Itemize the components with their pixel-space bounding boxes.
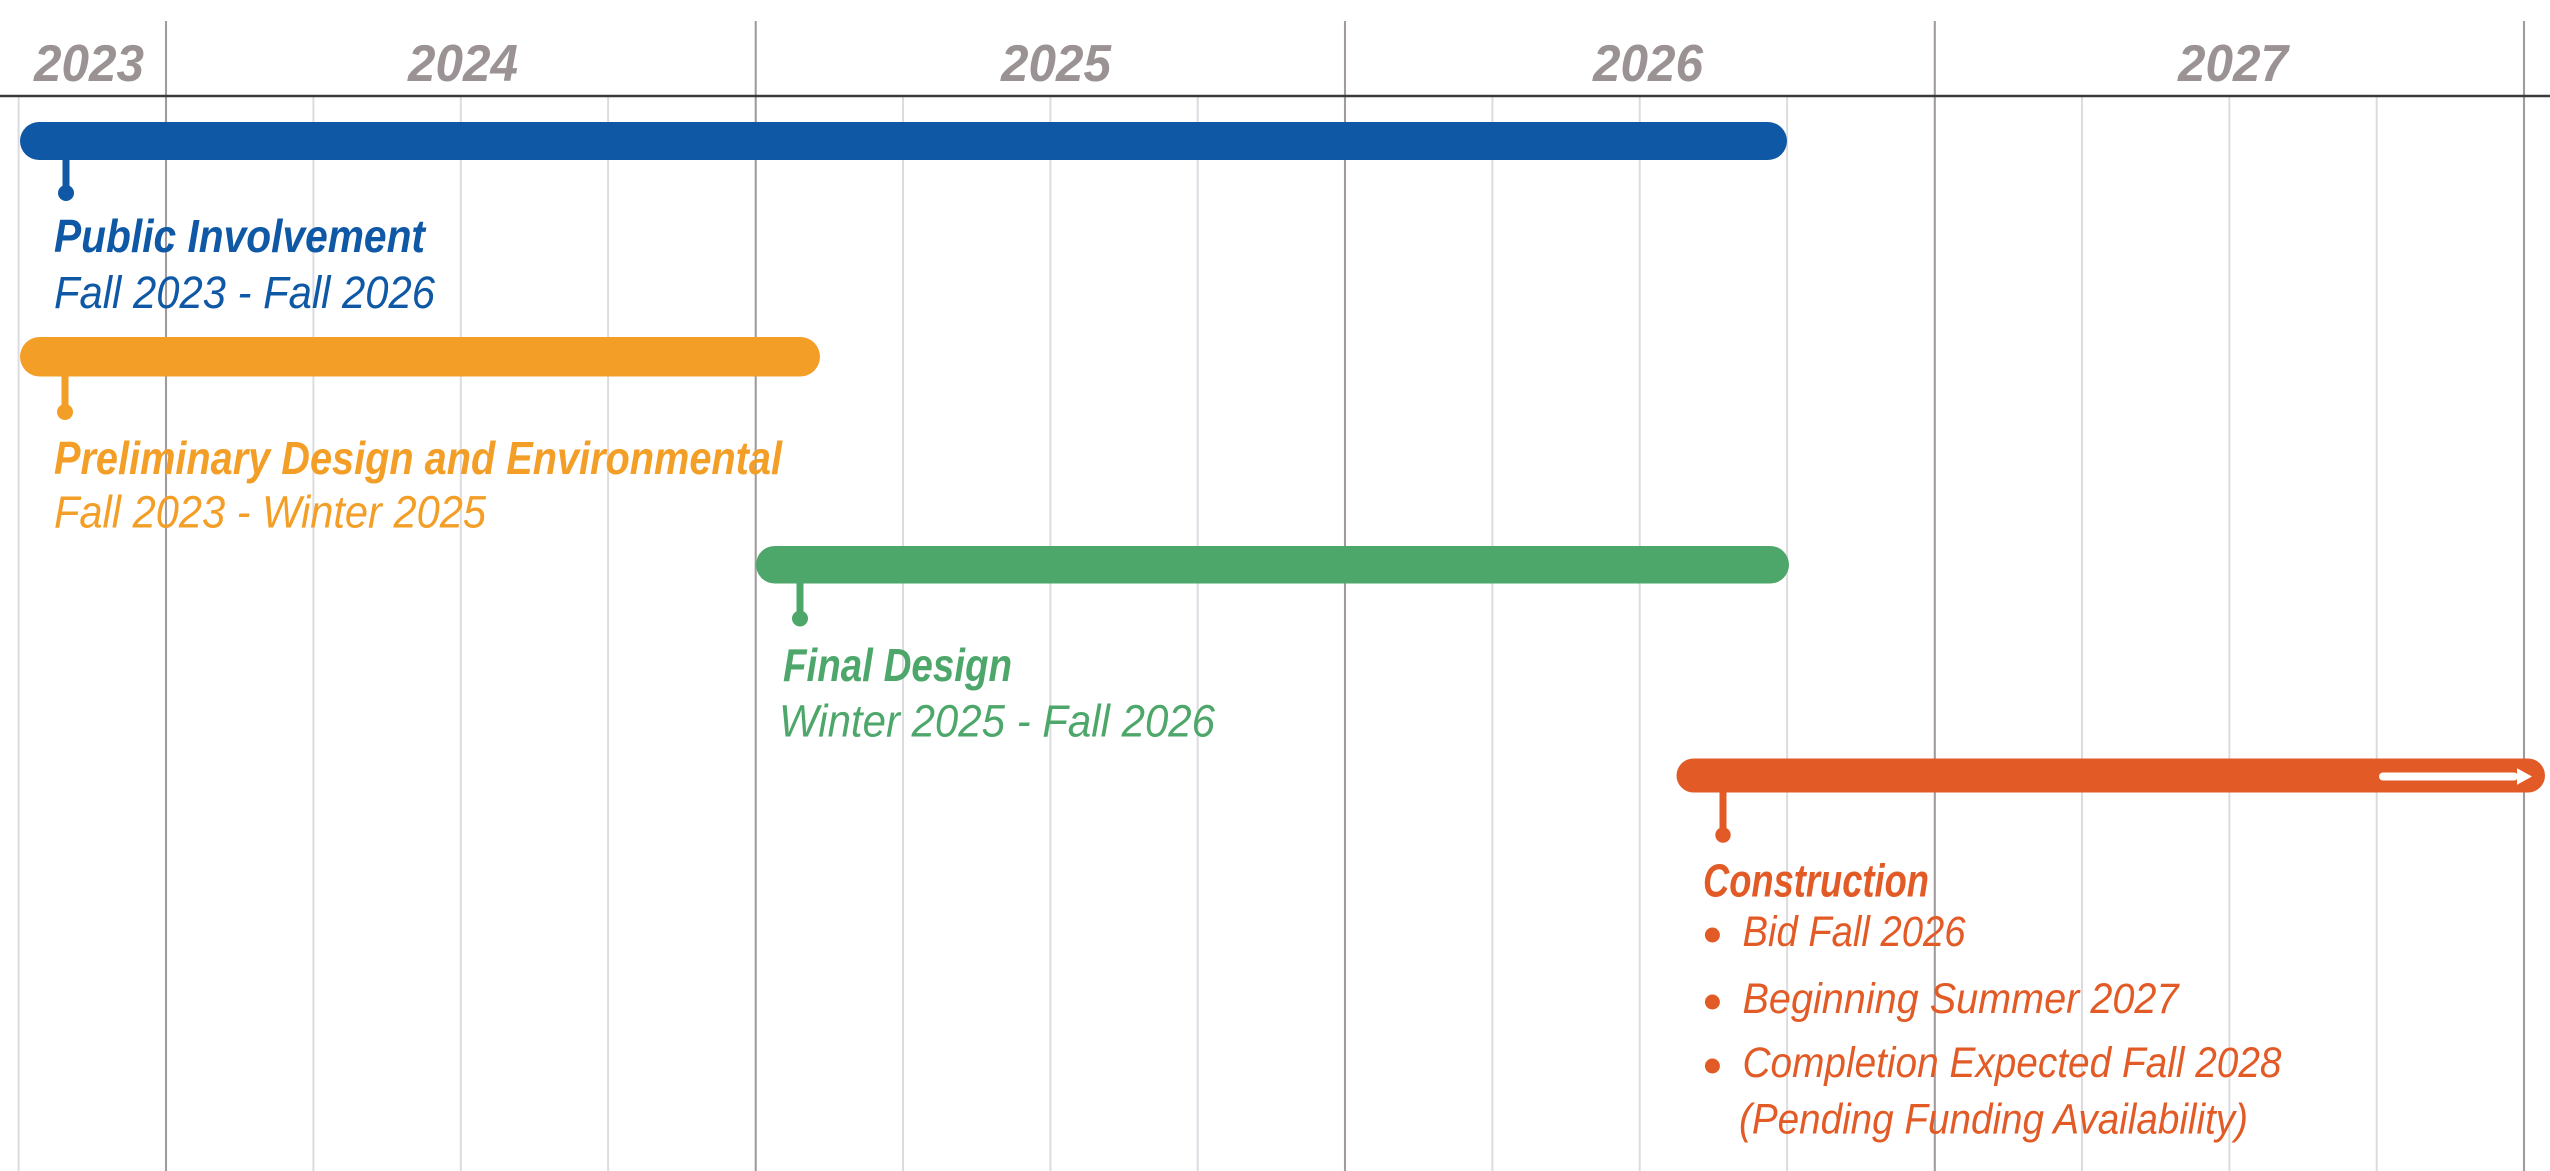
svg-text:Preliminary Design and Environ: Preliminary Design and Environmental xyxy=(54,432,783,484)
svg-text:2025: 2025 xyxy=(1000,35,1112,93)
svg-text:Public Involvement: Public Involvement xyxy=(54,210,426,262)
svg-text:Beginning Summer 2027: Beginning Summer 2027 xyxy=(1743,975,2181,1023)
svg-text:Winter 2025 - Fall 2026: Winter 2025 - Fall 2026 xyxy=(779,695,1216,746)
svg-text:Completion Expected Fall 2028: Completion Expected Fall 2028 xyxy=(1743,1039,2282,1087)
svg-text:Bid Fall 2026: Bid Fall 2026 xyxy=(1743,908,1966,956)
svg-text:2023: 2023 xyxy=(33,35,144,93)
svg-text:2024: 2024 xyxy=(407,35,518,93)
svg-text:Construction: Construction xyxy=(1703,855,1929,907)
svg-text:2027: 2027 xyxy=(2177,35,2290,93)
svg-text:(Pending Funding Availability): (Pending Funding Availability) xyxy=(1739,1096,2248,1144)
svg-text:Fall 2023 - Winter 2025: Fall 2023 - Winter 2025 xyxy=(54,487,487,538)
svg-text:2026: 2026 xyxy=(1592,35,1704,93)
svg-text:Fall 2023 - Fall 2026: Fall 2023 - Fall 2026 xyxy=(54,267,436,318)
svg-text:Final Design: Final Design xyxy=(783,639,1012,691)
